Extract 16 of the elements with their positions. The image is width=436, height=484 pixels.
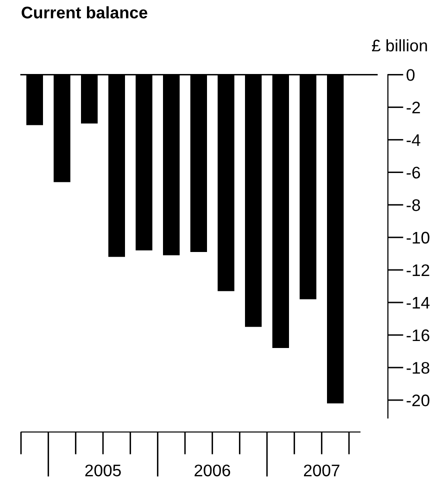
y-tick-label: -20 — [406, 394, 430, 406]
y-tick-label: -10 — [406, 232, 430, 244]
y-tick-label: 0 — [406, 69, 415, 81]
y-tick-label: -4 — [406, 134, 420, 146]
chart-title: Current balance — [22, 6, 148, 18]
y-tick-label: -18 — [406, 362, 430, 374]
y-tick-label: -6 — [406, 166, 420, 179]
y-tick-label: -8 — [406, 199, 420, 212]
y-axis-title: £ billion — [372, 39, 427, 52]
text: 2007 — [304, 464, 340, 476]
y-tick-label: -2 — [406, 102, 420, 114]
y-tick-label: -16 — [406, 329, 430, 342]
y-tick-label: -14 — [406, 297, 430, 309]
text: 2006 — [194, 464, 230, 476]
y-tick-label: -12 — [406, 264, 430, 276]
text: 2005 — [85, 464, 121, 476]
